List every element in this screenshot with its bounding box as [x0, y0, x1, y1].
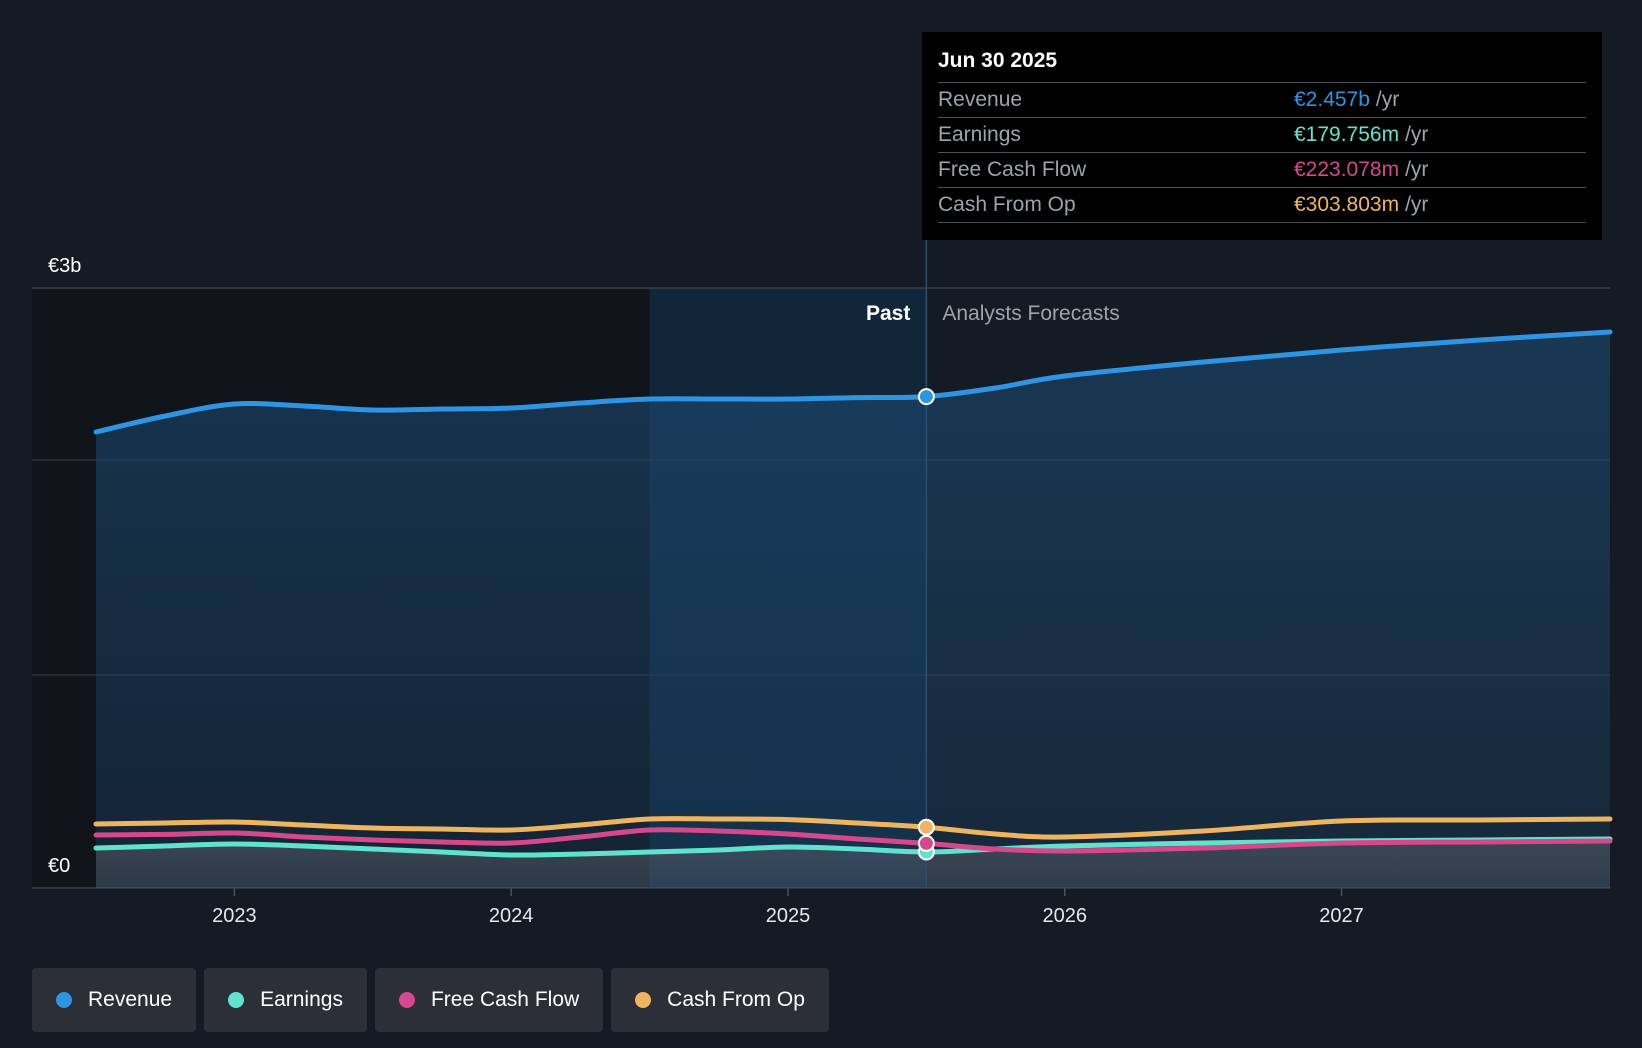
x-tick-label: 2025: [766, 905, 811, 927]
tooltip-label: Free Cash Flow: [938, 158, 1087, 181]
revenue-marker: [917, 388, 935, 406]
tooltip-value: €223.078m: [1294, 158, 1400, 181]
earnings-line: [93, 836, 1613, 858]
tooltip-label: Cash From Op: [938, 193, 1076, 216]
series-areas: [96, 332, 1610, 888]
tooltip-row-cfo: Cash From Op €303.803m /yr: [938, 187, 1586, 223]
legend-label: Cash From Op: [667, 988, 805, 1011]
tooltip-date: Jun 30 2025: [938, 49, 1058, 72]
x-tick-label: 2024: [489, 905, 534, 927]
tooltip-row-fcf: Free Cash Flow €223.078m /yr: [938, 152, 1586, 187]
tooltip-label: Earnings: [938, 123, 1021, 146]
tooltip-label: Revenue: [938, 88, 1023, 111]
cash-from-op-marker: [917, 818, 935, 836]
legend: Revenue Earnings Free Cash Flow Cash Fro…: [32, 968, 829, 1032]
tooltip: Jun 30 2025 Revenue €2.457b /yr Earnings…: [922, 32, 1602, 240]
free-cash-flow-marker: [917, 834, 935, 852]
tooltip-unit: /yr: [1405, 193, 1429, 216]
legend-label: Earnings: [260, 988, 343, 1011]
tooltip-value: €179.756m: [1294, 123, 1400, 146]
revenue-dot-icon: [56, 992, 72, 1008]
legend-label: Revenue: [88, 988, 173, 1011]
tooltip-row-revenue: Revenue €2.457b /yr: [938, 82, 1586, 117]
y-tick-zero: €0: [48, 855, 70, 877]
cash-from-op-line: [93, 816, 1613, 840]
x-axis: 2023 2024 2025 2026 2027: [212, 888, 1364, 927]
tooltip-unit: /yr: [1375, 88, 1400, 111]
revenue-line: [93, 329, 1613, 435]
free-cash-flow-line: [93, 827, 1613, 854]
tooltip-unit: /yr: [1405, 158, 1429, 181]
earnings-area: [96, 839, 1610, 888]
series-lines: [93, 329, 1613, 858]
legend-item-free-cash-flow[interactable]: Free Cash Flow: [374, 968, 604, 1032]
forecast-label: Analysts Forecasts: [942, 302, 1119, 325]
legend-item-cash-from-op[interactable]: Cash From Op: [611, 968, 829, 1032]
tooltip-row-earnings: Earnings €179.756m /yr: [938, 117, 1586, 152]
past-label: Past: [866, 302, 910, 325]
legend-label: Free Cash Flow: [430, 988, 580, 1011]
x-tick-label: 2023: [212, 905, 257, 927]
earnings-dot-icon: [228, 992, 245, 1008]
tooltip-value: €2.457b: [1294, 88, 1370, 111]
free-cash-flow-dot-icon: [398, 992, 415, 1008]
x-tick-label: 2027: [1319, 905, 1364, 927]
tooltip-unit: /yr: [1405, 123, 1429, 146]
y-tick-top: €3b: [48, 255, 81, 277]
legend-item-earnings[interactable]: Earnings: [204, 968, 367, 1032]
legend-item-revenue[interactable]: Revenue: [32, 968, 197, 1032]
tooltip-value: €303.803m: [1294, 193, 1400, 216]
x-tick-label: 2026: [1042, 905, 1087, 927]
revenue-area: [96, 332, 1610, 888]
series-markers: [917, 388, 935, 861]
cash-from-op-dot-icon: [635, 992, 652, 1008]
